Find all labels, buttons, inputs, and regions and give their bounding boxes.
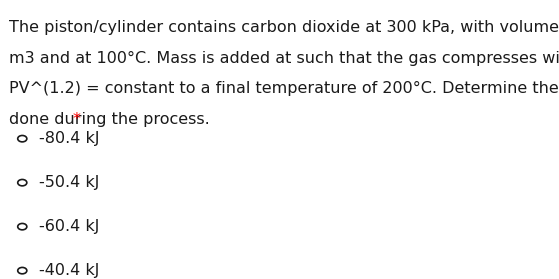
Text: *: * [73, 112, 80, 127]
Text: -80.4 kJ: -80.4 kJ [39, 131, 100, 146]
Text: PV^(1.2) = constant to a final temperature of 200°C. Determine the work: PV^(1.2) = constant to a final temperatu… [9, 81, 559, 96]
Text: -60.4 kJ: -60.4 kJ [39, 219, 100, 234]
Text: -50.4 kJ: -50.4 kJ [39, 175, 100, 190]
Text: m3 and at 100°C. Mass is added at such that the gas compresses with: m3 and at 100°C. Mass is added at such t… [9, 51, 559, 66]
Text: done during the process.: done during the process. [9, 112, 215, 127]
Text: -40.4 kJ: -40.4 kJ [39, 263, 100, 278]
Text: The piston/cylinder contains carbon dioxide at 300 kPa, with volume of 0.2: The piston/cylinder contains carbon diox… [9, 20, 559, 35]
